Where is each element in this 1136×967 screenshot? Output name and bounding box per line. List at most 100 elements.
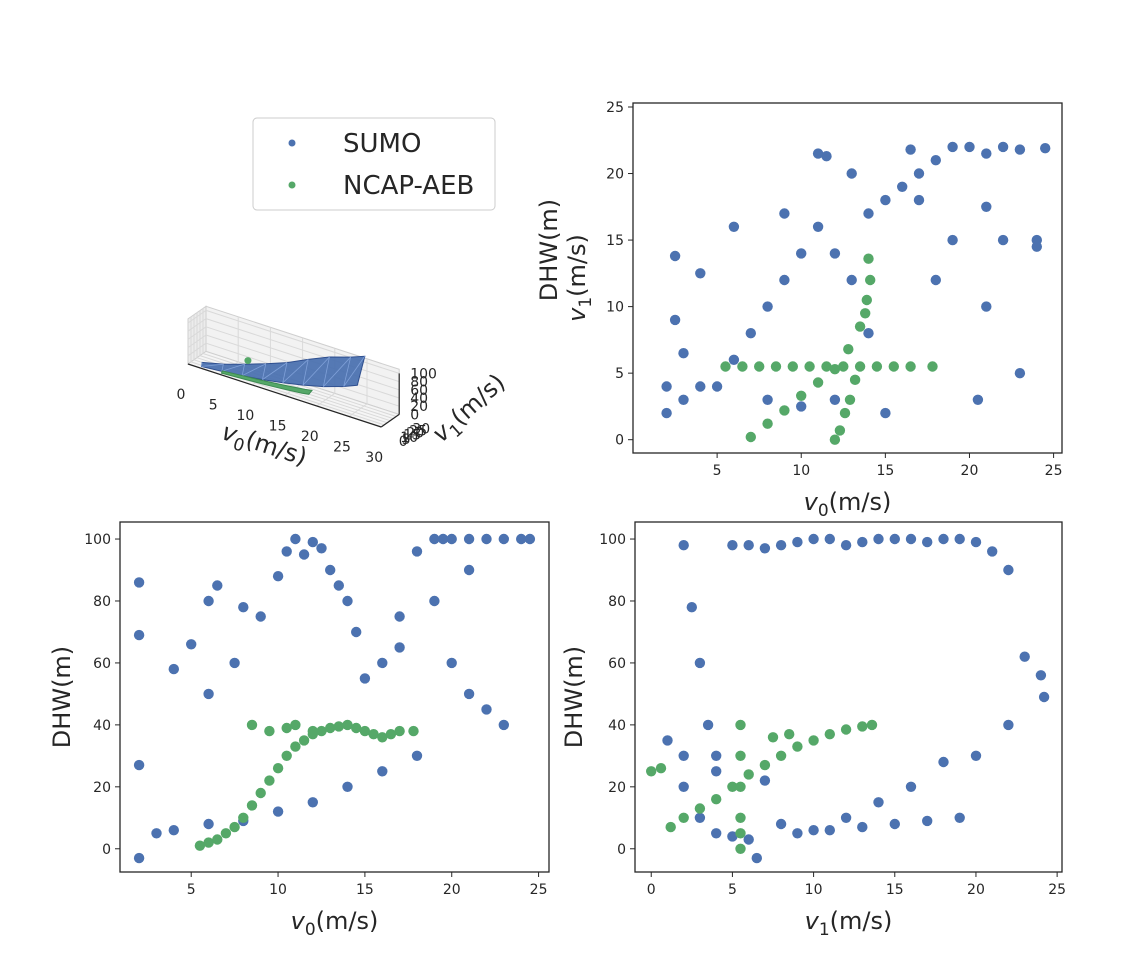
ncap-aeb-point — [316, 725, 327, 737]
sumo-point — [1038, 691, 1050, 703]
surface-mesh-line — [262, 363, 267, 380]
sumo-point — [290, 533, 301, 545]
sumo-point — [524, 533, 536, 545]
sumo-point — [694, 657, 706, 669]
ncap-aeb-point — [840, 724, 852, 735]
sumo-point — [972, 394, 984, 405]
ncap-aeb-point — [194, 840, 206, 851]
y-axis-label: DHW(m) — [560, 646, 588, 748]
x-tick-label: 10 — [236, 408, 254, 424]
y-tick-label: 0 — [615, 433, 624, 449]
x-tick-label: 15 — [886, 882, 904, 898]
x-tick-label: 15 — [356, 882, 374, 898]
y-axis-label: v1(m/s) — [563, 234, 596, 322]
sumo-point — [342, 595, 353, 607]
sumo-point — [905, 781, 917, 792]
ncap-aeb-point — [857, 721, 868, 732]
ncap-aeb-point — [394, 725, 405, 737]
ncap-aeb-point — [796, 390, 807, 401]
sumo-point — [762, 301, 773, 312]
sumo-point — [1035, 670, 1047, 681]
surface-mesh-line — [282, 362, 288, 383]
x-tick-label: 20 — [443, 882, 461, 898]
sumo-point — [922, 536, 933, 548]
sumo-point — [829, 394, 841, 405]
z-tick-label: 100 — [410, 366, 437, 382]
ncap-aeb-point — [792, 741, 803, 752]
ncap-aeb-point — [220, 828, 232, 839]
sumo-point — [411, 546, 423, 557]
sumo-point — [880, 407, 891, 419]
ncap-aeb-point — [812, 377, 824, 388]
sumo-point — [863, 208, 874, 219]
sumo-point — [151, 828, 162, 839]
y-tick-label: 5 — [615, 366, 624, 382]
ncap-aeb-point — [839, 407, 851, 419]
sumo-point — [661, 381, 672, 392]
y-tick-label: 10 — [606, 300, 624, 316]
y-tick-label: 25 — [606, 100, 624, 116]
sumo-point — [863, 328, 874, 339]
ncap-aeb-point — [754, 361, 765, 372]
ncap-aeb-point — [863, 253, 874, 264]
legend-marker-ncap-aeb — [288, 181, 296, 189]
sumo-point — [1014, 144, 1026, 155]
sumo-point — [905, 144, 916, 155]
sumo-point — [463, 533, 475, 545]
ncap-aeb-point — [844, 394, 856, 405]
z-tick-label: 40 — [410, 391, 428, 407]
sumo-point — [212, 580, 223, 591]
sumo-point — [411, 750, 423, 761]
y-tick-label: 15 — [403, 428, 421, 444]
sumo-point — [316, 543, 327, 554]
sumo-point — [873, 533, 884, 545]
sumo-point — [981, 148, 992, 159]
sumo-point — [970, 536, 982, 548]
x-tick-label: 25 — [1048, 882, 1066, 898]
sumo-point — [168, 663, 179, 675]
sumo-point — [745, 328, 756, 339]
sumo-point — [307, 797, 318, 808]
sumo-point — [970, 750, 982, 761]
z-tick-label: 0 — [410, 407, 419, 423]
sumo-point — [889, 533, 900, 545]
y-tick-label: 5 — [402, 432, 411, 448]
ncap-aeb-point — [325, 722, 336, 734]
ncap-aeb-point — [665, 821, 676, 833]
grid-line — [187, 326, 207, 340]
sumo-point — [743, 834, 754, 845]
ncap-aeb-point — [804, 361, 815, 372]
sumo-point — [873, 797, 884, 808]
ncap-aeb-point — [829, 364, 841, 375]
sumo-point — [342, 781, 353, 792]
sumo-point — [964, 141, 975, 153]
ncap-aeb-point — [264, 725, 275, 737]
plot-frame — [634, 521, 1063, 873]
y-tick-label: 15 — [606, 233, 624, 249]
sumo-point — [463, 564, 475, 576]
ncap-aeb-point — [759, 759, 771, 771]
sumo-point — [446, 657, 457, 669]
surface-mesh-line — [241, 364, 245, 376]
sumo-point — [779, 274, 790, 286]
sumo-point — [203, 688, 214, 700]
ncap-aeb-point — [727, 781, 738, 792]
ncap-aeb-point — [342, 719, 353, 731]
sumo-point — [662, 735, 673, 746]
sumo-point — [812, 221, 824, 232]
ncap-aeb-point — [694, 803, 706, 814]
y-tick-label: 60 — [608, 656, 626, 672]
sumo-point — [678, 540, 689, 551]
y-axis-label: DHW(m) — [48, 646, 76, 748]
sumo-point — [751, 852, 762, 864]
legend-box — [252, 117, 496, 211]
y-tick-label: 0 — [102, 842, 111, 858]
sumo-point — [846, 274, 857, 286]
ncap-aeb-point — [711, 794, 722, 805]
y-tick-label: 80 — [93, 594, 111, 610]
legend: SUMO NCAP-AEB — [252, 117, 496, 211]
ncap-aeb-point — [871, 361, 883, 372]
sumo-point — [824, 533, 835, 545]
sumo-point — [678, 781, 689, 792]
sumo-point — [481, 533, 492, 545]
